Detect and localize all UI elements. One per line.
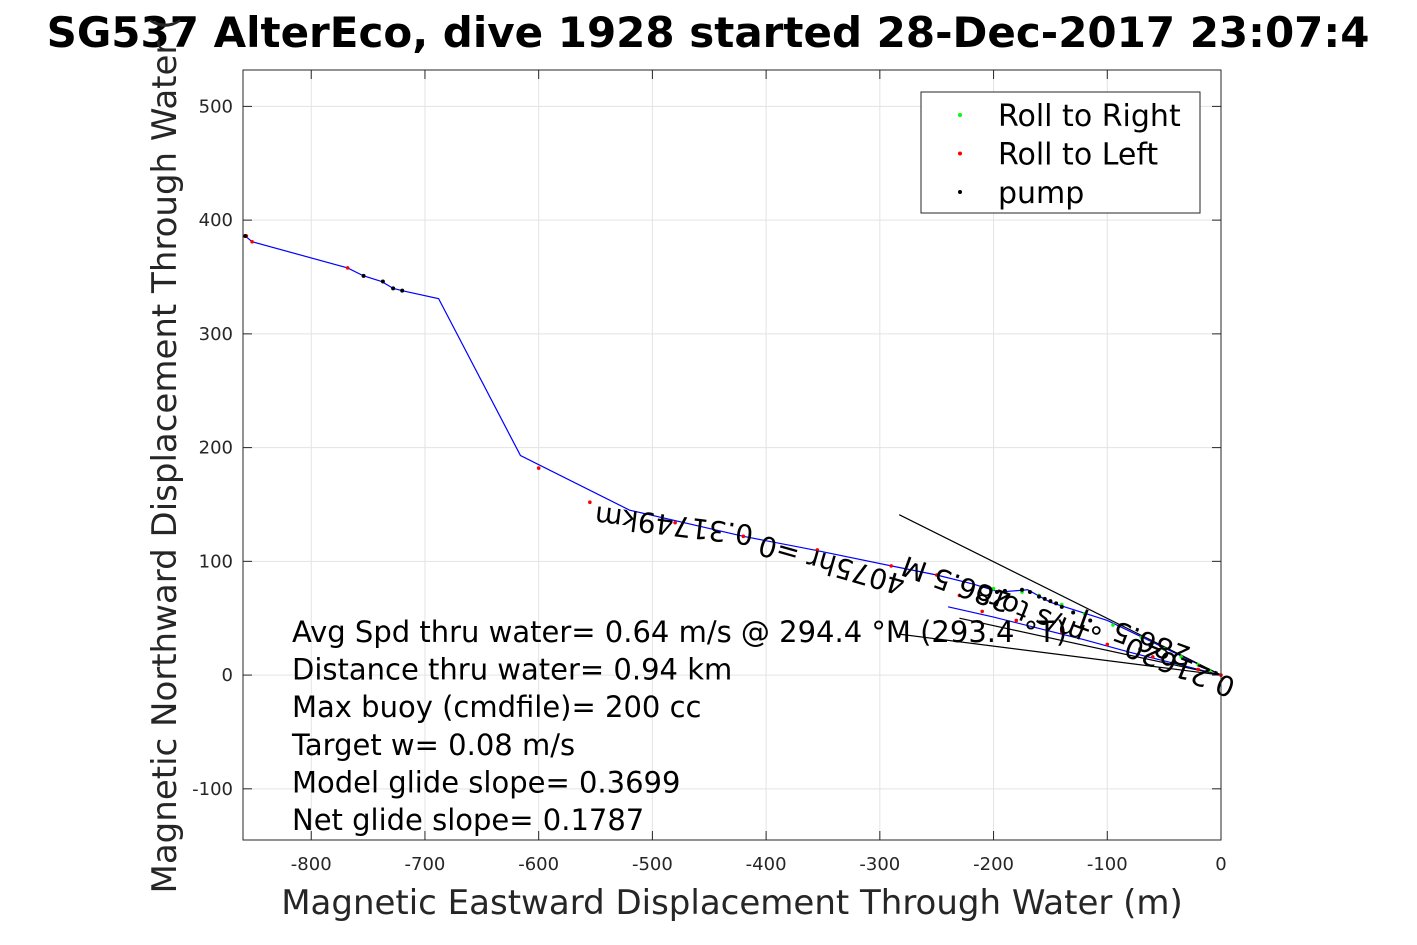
reference-lines — [898, 514, 1222, 676]
roll-right-point — [1111, 623, 1115, 627]
x-tick-label: -500 — [632, 854, 673, 875]
reference-line — [899, 633, 1222, 676]
x-tick-label: -600 — [518, 854, 559, 875]
pump-point — [1048, 599, 1053, 604]
y-tick-label: 500 — [199, 96, 233, 117]
pump-point — [361, 273, 366, 278]
roll-left-point — [1014, 618, 1019, 623]
axis-ticks: -800 -700 -600 -500 -400 -300 -200 -100 0 -100 0 10… — [192, 70, 1227, 875]
roll-right-point — [1082, 611, 1087, 616]
pump-point — [994, 590, 999, 595]
roll-left-point — [815, 548, 820, 552]
roll-left-point — [345, 266, 350, 270]
roll-left-point — [1196, 667, 1201, 672]
data-points — [243, 234, 1223, 677]
roll-left-point — [1059, 630, 1064, 634]
pump-point — [391, 286, 396, 291]
roll-left-point — [741, 534, 746, 539]
roll-left-point — [536, 466, 541, 470]
roll-right-point — [991, 586, 996, 591]
roll-right-point — [1207, 668, 1212, 673]
stats-note-line: Avg Spd thru water= 0.64 m/s @ 294.4 °M … — [292, 615, 1067, 649]
x-axis-label: Magnetic Eastward Displacement Through W… — [281, 883, 1183, 923]
pump-point — [400, 288, 405, 293]
plot-frame — [242, 69, 1222, 841]
legend-label: Roll to Left — [998, 138, 1158, 173]
roll-left-point — [957, 593, 962, 598]
pump-point — [1002, 588, 1007, 593]
legend-label: pump — [998, 176, 1084, 211]
roll-right-point — [1139, 635, 1144, 640]
legend-marker — [958, 151, 962, 156]
x-tick-label: -800 — [291, 854, 332, 875]
pump-point — [1054, 601, 1059, 606]
legend-marker — [958, 113, 962, 117]
pump-point — [1019, 587, 1024, 592]
stats-notes: Avg Spd thru water= 0.64 m/s @ 294.4 °M … — [291, 615, 1067, 837]
x-tick-label: -200 — [973, 854, 1014, 875]
pump-point — [1037, 594, 1042, 599]
stats-note-line: Target w= 0.08 m/s — [291, 728, 575, 762]
y-axis-label: Magnetic Northward Displacement Through … — [145, 17, 185, 894]
roll-left-point — [980, 609, 984, 614]
y-tick-label: 400 — [199, 210, 233, 231]
stats-note-line: Net glide slope= 0.1787 — [292, 803, 644, 837]
roll-left-point — [588, 500, 592, 505]
roll-left-point — [1105, 642, 1110, 647]
reference-line — [959, 617, 1222, 676]
pump-point — [243, 234, 248, 239]
roll-right-point — [1196, 663, 1201, 667]
roll-left-point — [934, 573, 939, 577]
legend-box — [920, 91, 1201, 214]
y-tick-label: 100 — [199, 551, 233, 572]
reference-line — [898, 514, 1222, 676]
track-line — [947, 606, 1222, 676]
y-tick-label: 300 — [199, 324, 233, 345]
x-tick-label: 0 — [1215, 854, 1226, 875]
pump-point — [380, 279, 385, 284]
x-tick-label: -400 — [746, 854, 787, 875]
pump-point — [1042, 596, 1047, 601]
stats-note-line: Distance thru water= 0.94 km — [292, 653, 732, 687]
pump-point — [1027, 590, 1032, 595]
chart-title: SG537 AlterEco, dive 1928 started 28-Dec… — [47, 8, 1370, 57]
roll-left-point — [673, 520, 677, 525]
x-tick-label: -300 — [859, 854, 900, 875]
pump-point — [1071, 610, 1076, 615]
y-tick-label: 0 — [222, 665, 233, 686]
roll-left-point — [889, 564, 894, 568]
stats-note-line: Model glide slope= 0.3699 — [292, 765, 680, 799]
pump-point — [1088, 618, 1093, 623]
legend-marker — [958, 190, 962, 194]
roll-left-point — [250, 239, 254, 244]
pump-point — [1059, 604, 1064, 609]
y-tick-label: -100 — [192, 779, 233, 800]
x-tick-label: -100 — [1087, 854, 1128, 875]
roll-right-point — [1162, 647, 1166, 651]
x-tick-label: -700 — [405, 854, 446, 875]
stats-note-line: Max buoy (cmdfile)= 200 cc — [292, 690, 701, 724]
roll-left-point — [1150, 655, 1155, 659]
y-tick-label: 200 — [199, 438, 233, 459]
legend-label: Roll to Right — [998, 99, 1181, 134]
roll-right-point — [1179, 655, 1183, 659]
